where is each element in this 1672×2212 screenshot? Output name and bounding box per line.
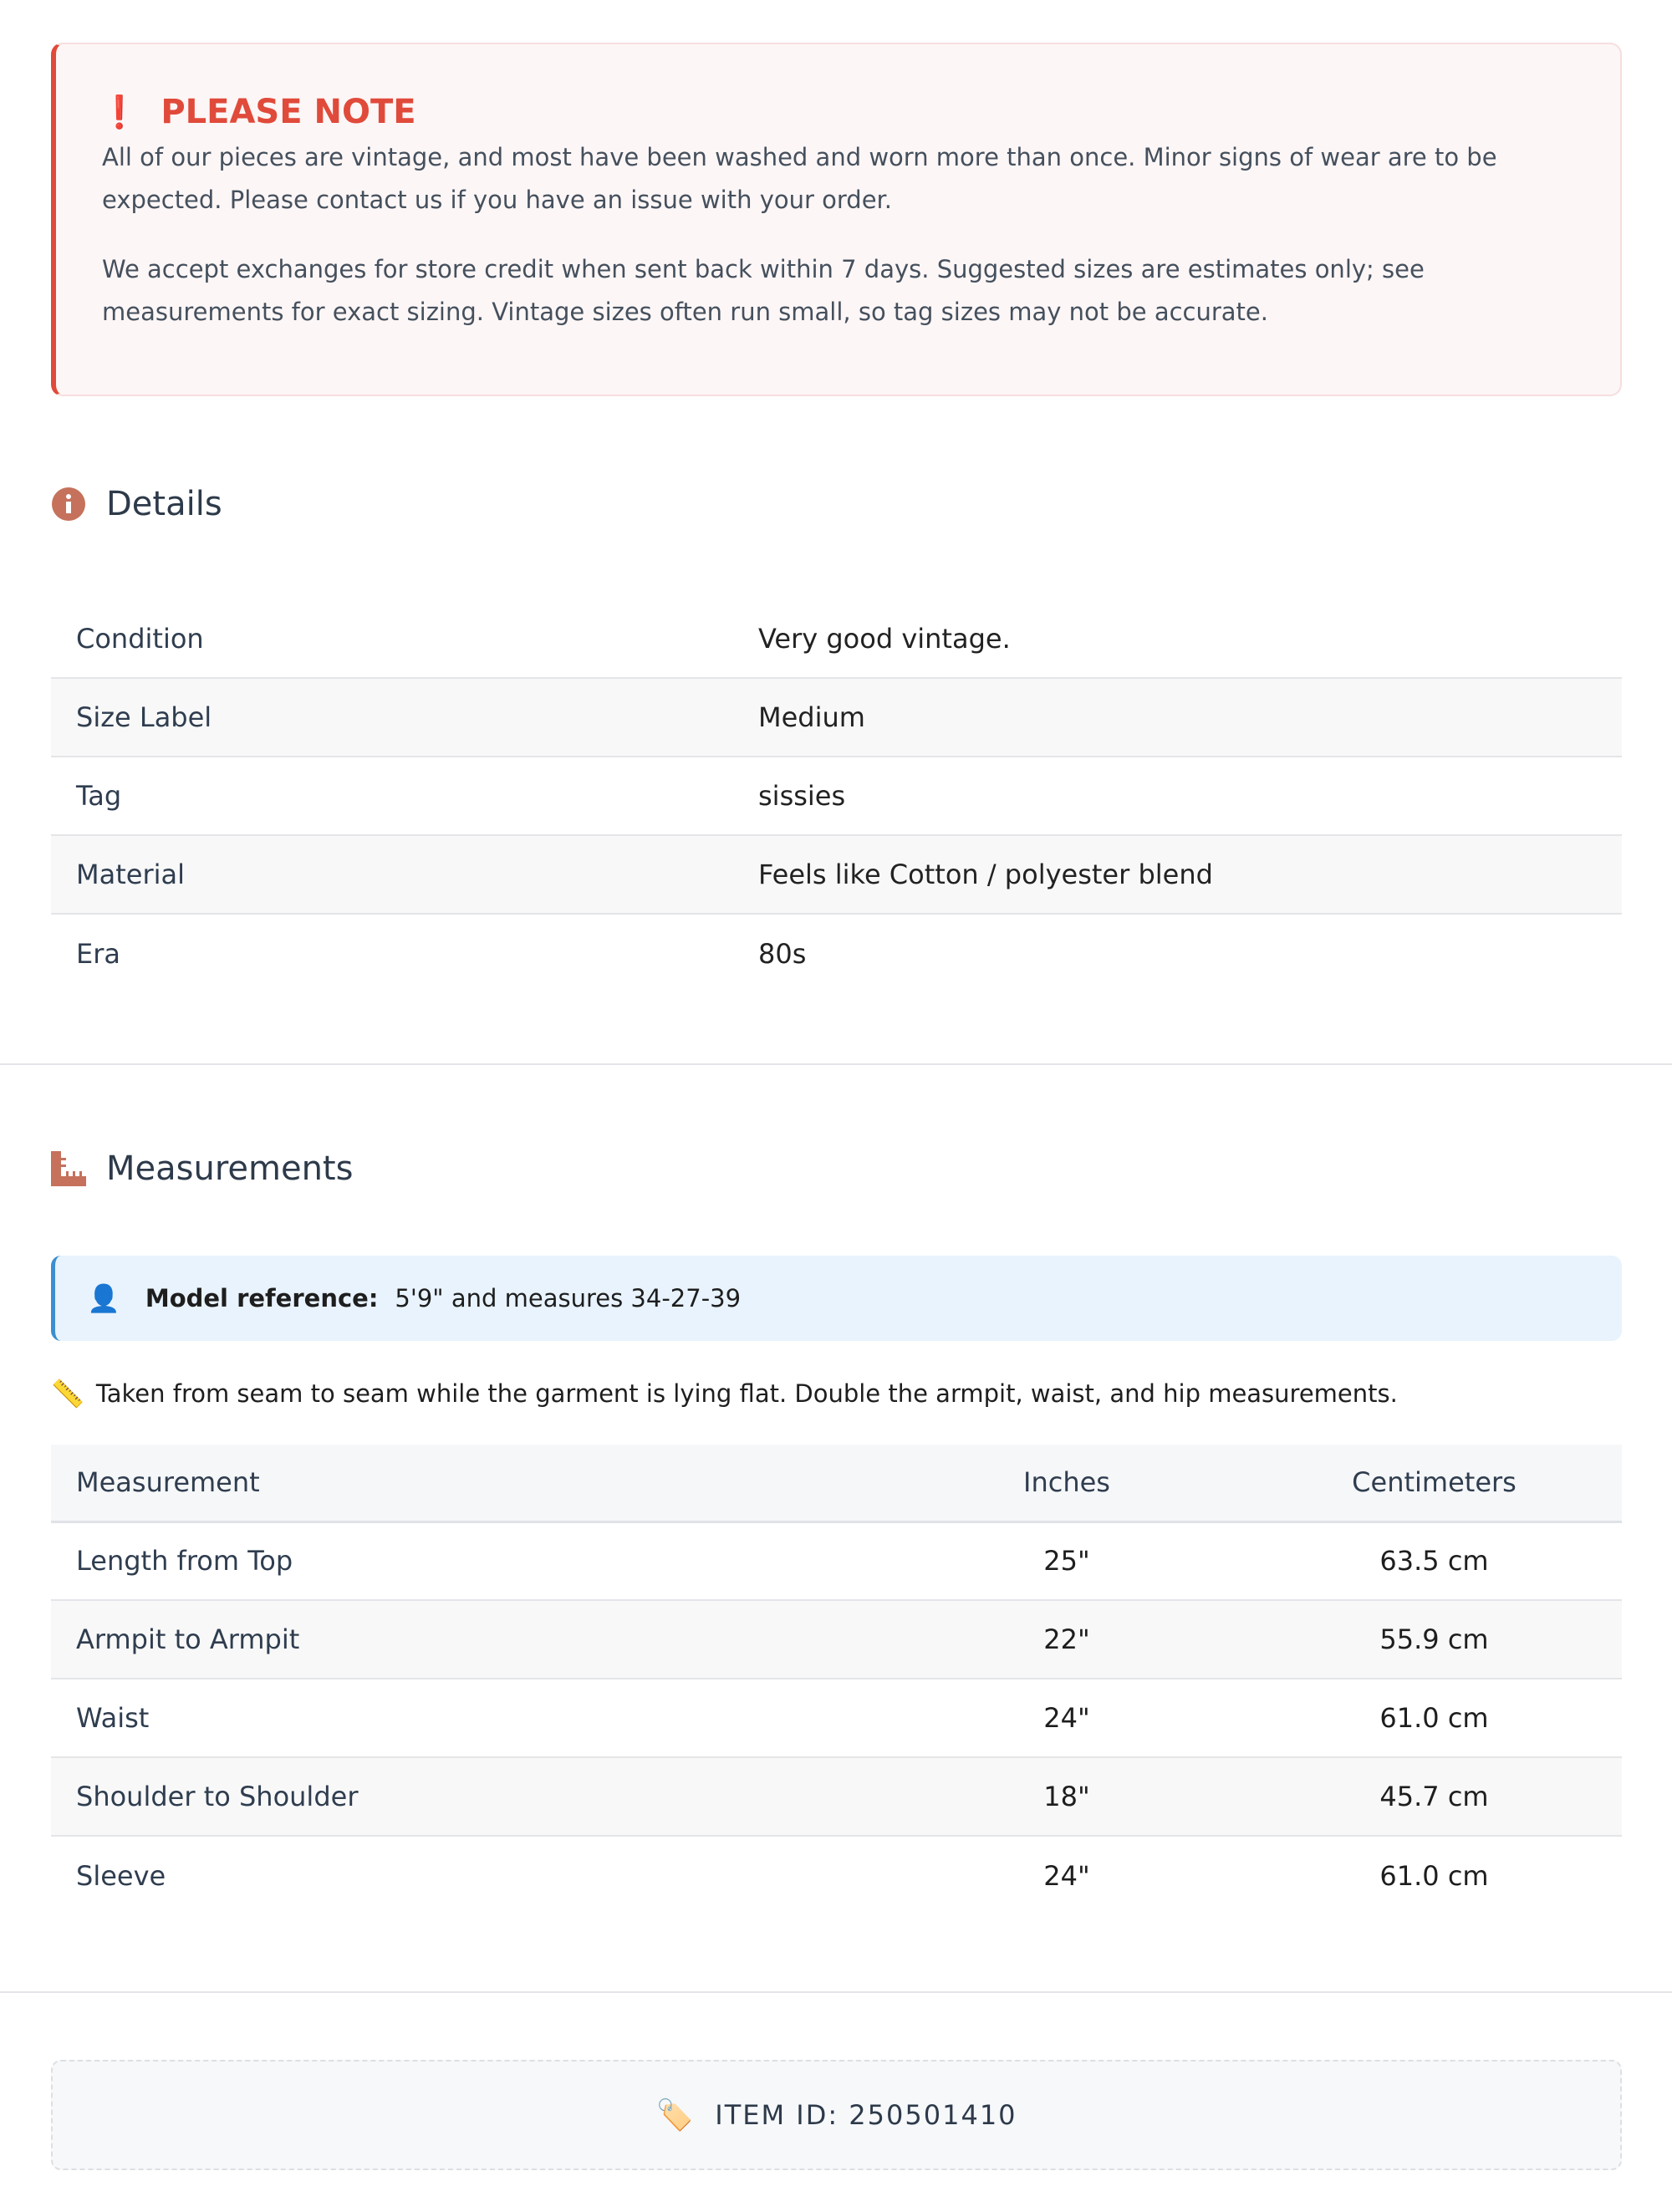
- row-label: Tag: [51, 757, 758, 836]
- row-cm: 63.5 cm: [1246, 1521, 1622, 1601]
- measurement-note: 📏 Taken from seam to seam while the garme…: [51, 1378, 1398, 1409]
- model-value: 5'9" and measures 34-27-39: [395, 1284, 742, 1312]
- row-cm: 55.9 cm: [1246, 1600, 1622, 1679]
- row-inches: 18": [887, 1757, 1246, 1837]
- row-inches: 22": [887, 1600, 1246, 1679]
- table-row: Condition Very good vintage.: [51, 599, 1622, 679]
- row-cm: 61.0 cm: [1246, 1679, 1622, 1758]
- table-row: Tag sissies: [51, 757, 1622, 836]
- row-label: Sleeve: [76, 1859, 166, 1892]
- row-cm: 61.0 cm: [1379, 1859, 1489, 1892]
- row-value: Very good vintage.: [758, 599, 1622, 679]
- row-label: Condition: [51, 599, 758, 679]
- row-value: 80s: [758, 937, 807, 970]
- details-title: Details: [106, 485, 222, 523]
- table-row: Size Label Medium: [51, 678, 1622, 757]
- person-icon: 👤: [87, 1282, 120, 1314]
- row-label: Era: [76, 937, 120, 970]
- row-value: Feels like Cotton / polyester blend: [758, 835, 1622, 915]
- notice-paragraph: We accept exchanges for store credit whe…: [102, 255, 1425, 326]
- row-value: Medium: [758, 678, 1622, 757]
- exclamation-icon: ❗: [99, 93, 140, 130]
- details-heading: Details: [51, 485, 222, 523]
- row-label: Armpit to Armpit: [51, 1600, 887, 1679]
- header-measurement: Measurement: [51, 1445, 887, 1523]
- table-header: Measurement Inches Centimeters: [51, 1445, 1622, 1523]
- section-divider: [0, 1063, 1672, 1065]
- notice-paragraph: All of our pieces are vintage, and most …: [102, 143, 1497, 214]
- row-label: Material: [51, 835, 758, 915]
- table-row: Length from Top 25" 63.5 cm: [51, 1521, 1622, 1601]
- row-label: Length from Top: [51, 1521, 887, 1601]
- item-id-box: 🏷️ ITEM ID: 250501410: [51, 2060, 1622, 2170]
- row-value: sissies: [758, 757, 1622, 836]
- table-row: Material Feels like Cotton / polyester bl…: [51, 835, 1622, 915]
- table-row: Waist 24" 61.0 cm: [51, 1679, 1622, 1758]
- details-table: Condition Very good vintage. Size Label Me…: [51, 599, 1622, 992]
- table-row: Era 80s: [51, 914, 1622, 992]
- row-cm: 45.7 cm: [1246, 1757, 1622, 1837]
- table-row: Shoulder to Shoulder 18" 45.7 cm: [51, 1757, 1622, 1837]
- tag-icon: 🏷️: [655, 2098, 696, 2133]
- notice-title-text: PLEASE NOTE: [161, 93, 416, 131]
- table-row: Sleeve 24" 61.0 cm: [51, 1836, 1622, 1914]
- model-label: Model reference:: [145, 1284, 379, 1312]
- header-inches: Inches: [887, 1445, 1246, 1523]
- measurements-table: Measurement Inches Centimeters Length from…: [51, 1445, 1622, 1914]
- notice-box: ❗ PLEASE NOTE All of our pieces are vinta…: [51, 43, 1622, 396]
- ruler-icon: [51, 1151, 86, 1186]
- row-inches: 25": [887, 1521, 1246, 1601]
- table-row: Armpit to Armpit 22" 55.9 cm: [51, 1600, 1622, 1679]
- row-label: Shoulder to Shoulder: [51, 1757, 887, 1837]
- row-label: Waist: [51, 1679, 887, 1758]
- notice-title: ❗ PLEASE NOTE: [99, 93, 416, 131]
- measurements-title: Measurements: [106, 1149, 354, 1188]
- ruler-icon: 📏: [51, 1378, 84, 1409]
- section-divider: [0, 1991, 1672, 1993]
- item-id: ITEM ID: 250501410: [715, 2099, 1017, 2131]
- note-text: Taken from seam to seam while the garmen…: [95, 1379, 1398, 1408]
- header-centimeters: Centimeters: [1246, 1445, 1622, 1523]
- row-inches: 24": [1043, 1859, 1090, 1892]
- row-inches: 24": [887, 1679, 1246, 1758]
- measurements-heading: Measurements: [51, 1149, 353, 1188]
- row-label: Size Label: [51, 678, 758, 757]
- model-reference: 👤 Model reference: 5'9" and measures 34-…: [51, 1256, 1622, 1341]
- info-icon: [51, 487, 86, 522]
